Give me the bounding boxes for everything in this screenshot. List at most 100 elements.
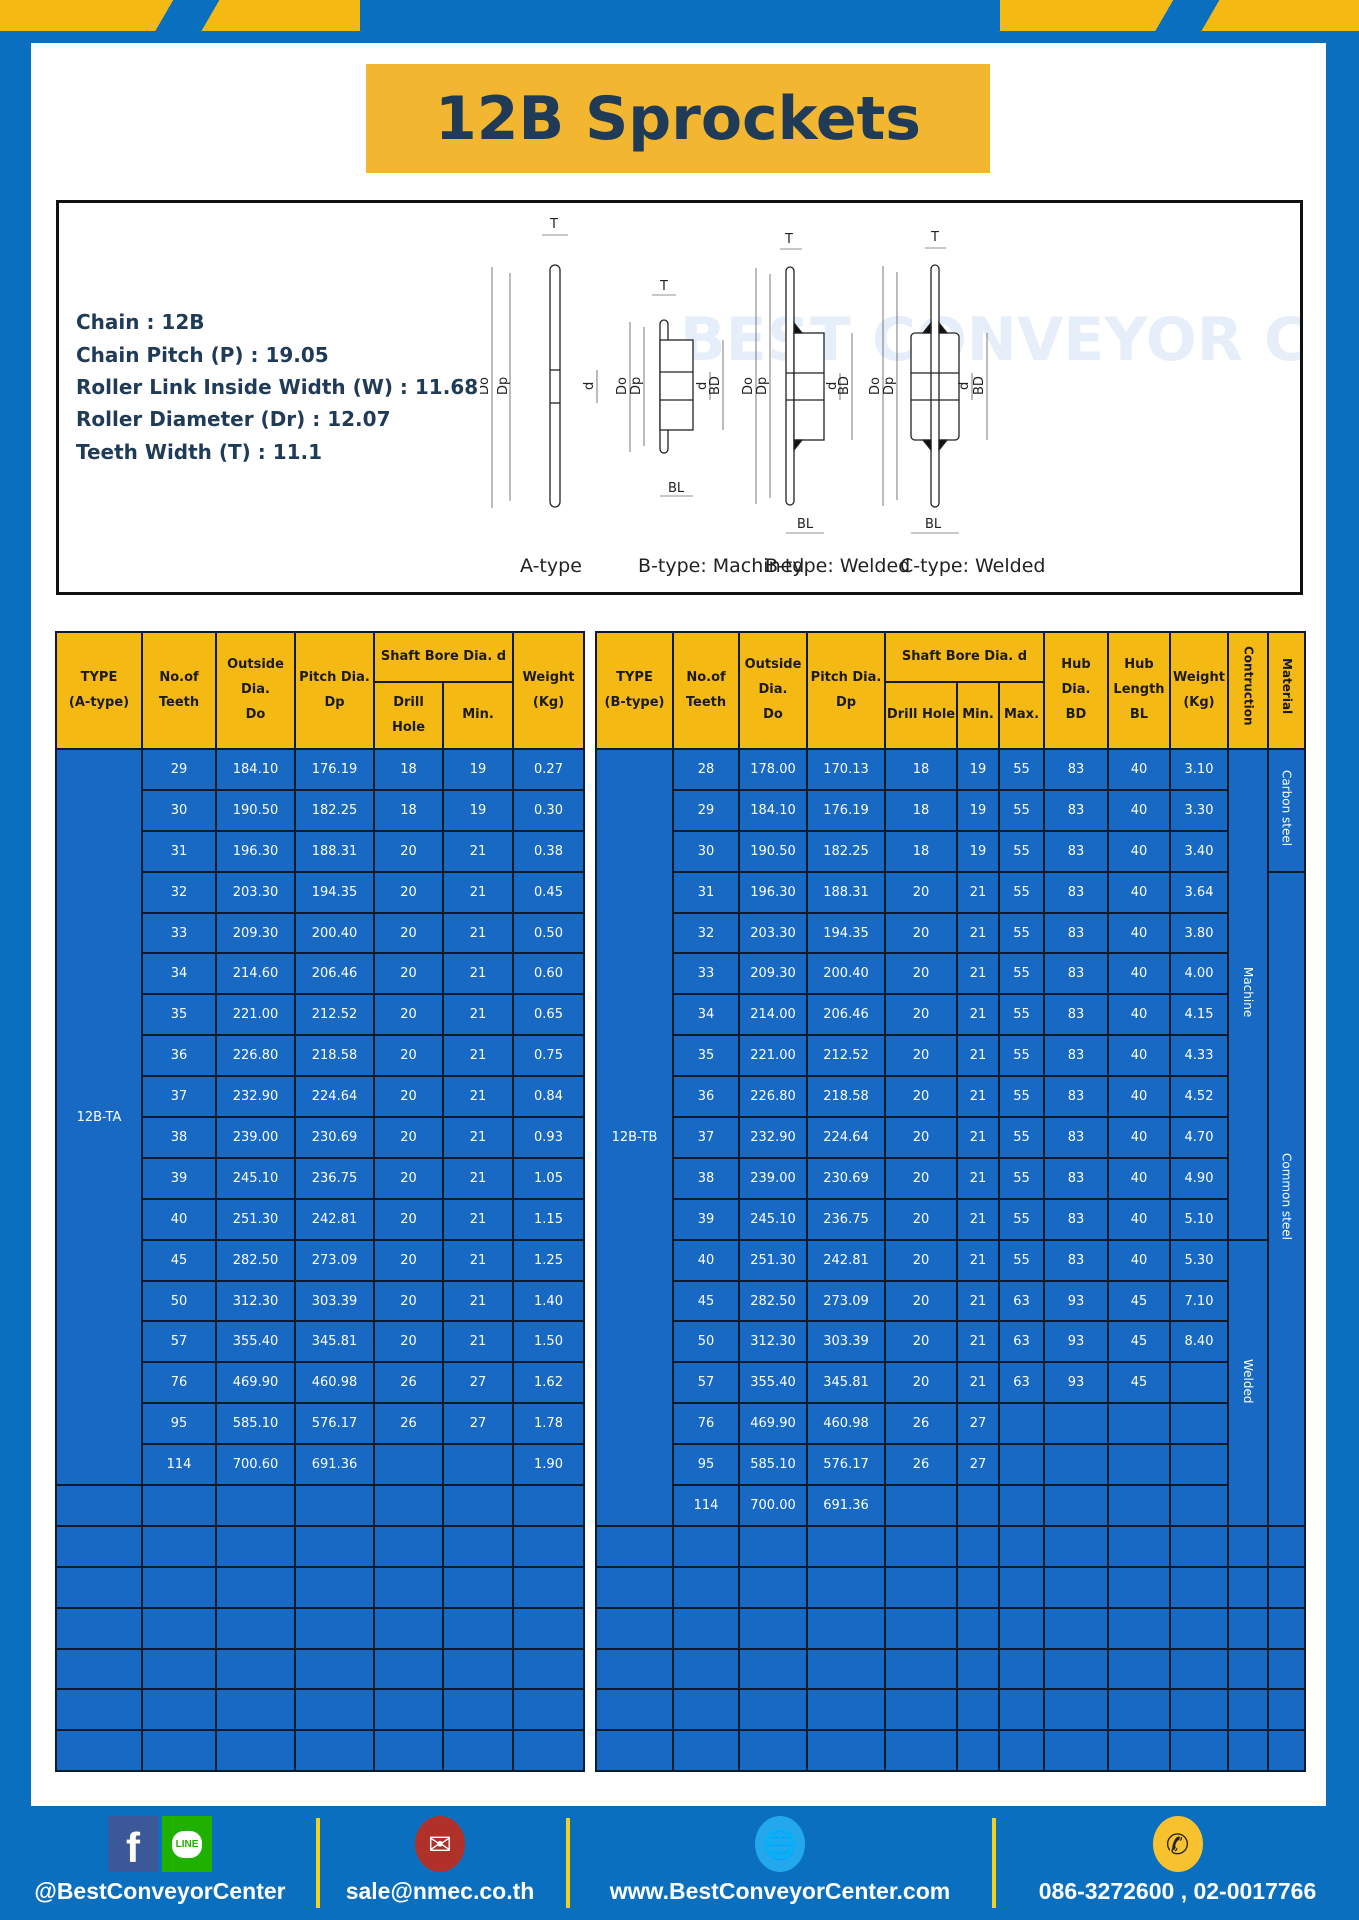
header-min: Min.: [956, 681, 1000, 750]
construction-machine-label: Machine: [1241, 967, 1255, 1018]
top-stripe-right: [1000, 0, 1359, 31]
data-cell: 1.62: [512, 1361, 586, 1405]
data-cell: [141, 1565, 217, 1609]
table-row: 30 190.50 182.25 18 19 55 83 40 3.40: [596, 829, 1305, 873]
table-row: 40 251.30 242.81 20 21 55 83 40 5.30 Welded: [596, 1238, 1305, 1527]
spec-chain-pitch: Chain Pitch (P) : 19.05: [76, 343, 329, 367]
data-cell: [512, 1729, 586, 1773]
data-cell: 236.75: [294, 1156, 375, 1200]
empty-cell: [1227, 1688, 1269, 1732]
table-row: 35 221.00 212.52 20 21 55 83 40 4.33: [596, 1034, 1305, 1078]
data-cell: [215, 1688, 296, 1732]
data-cell: 55: [998, 1116, 1045, 1159]
email-link[interactable]: sale@nmec.co.th: [345, 1878, 535, 1904]
data-cell: 55: [998, 952, 1045, 996]
data-cell: 20: [373, 952, 444, 996]
data-cell: [998, 1524, 1045, 1568]
data-cell: 20: [884, 993, 958, 1037]
data-cell: 83: [1043, 1156, 1109, 1200]
table-row: 34 214.00 206.46 20 21 55 83 40 4.15: [596, 993, 1305, 1037]
data-cell: 200.40: [294, 911, 375, 955]
data-cell: 20: [373, 870, 444, 914]
data-cell: 20: [884, 1197, 958, 1241]
data-cell: [441, 1565, 515, 1609]
phone-numbers[interactable]: 086-3272600 , 02-0017766: [1038, 1878, 1317, 1904]
data-cell: [441, 1484, 515, 1527]
data-cell: 212.52: [294, 993, 375, 1037]
data-cell: 40: [1107, 1116, 1171, 1159]
data-cell: 21: [441, 952, 515, 996]
table-row: 76 469.90 460.98 26 27: [596, 1402, 1305, 1446]
table-row: 39 245.10 236.75 20 21 1.05: [56, 1156, 586, 1200]
caption-b-type-welded: B-type: Welded: [765, 555, 910, 577]
data-cell: [884, 1484, 958, 1527]
footer-email[interactable]: ✉ sale@nmec.co.th: [330, 1816, 550, 1905]
data-cell: 230.69: [806, 1156, 886, 1200]
data-cell: 585.10: [738, 1443, 808, 1487]
data-cell: 203.30: [215, 870, 296, 914]
data-cell: 26: [884, 1443, 958, 1487]
data-cell: 20: [884, 1116, 958, 1159]
empty-cell: [595, 1565, 674, 1609]
footer-social[interactable]: f LINE @BestConveyorCenter: [20, 1816, 300, 1905]
social-handle[interactable]: @BestConveyorCenter: [34, 1878, 286, 1904]
empty-cell: [55, 1565, 143, 1609]
data-cell: 55: [998, 1075, 1045, 1119]
data-cell: 20: [373, 1156, 444, 1200]
data-cell: 21: [441, 1279, 515, 1323]
data-cell: [1043, 1688, 1109, 1732]
table-row: 37 232.90 224.64 20 21 55 83 40 4.70: [596, 1116, 1305, 1159]
facebook-icon[interactable]: f: [108, 1816, 158, 1872]
data-cell: [141, 1729, 217, 1773]
data-cell: 5.10: [1169, 1197, 1229, 1241]
page-title: 12B Sprockets: [366, 64, 990, 173]
footer-website[interactable]: 🌐 www.BestConveyorCenter.com: [580, 1816, 980, 1905]
data-cell: 29: [141, 748, 217, 791]
data-cell: [738, 1606, 808, 1650]
empty-row: [55, 1484, 586, 1527]
data-cell: 4.33: [1169, 1034, 1229, 1078]
table-row: 50 312.30 303.39 20 21 63 93 45 8.40: [596, 1320, 1305, 1364]
data-cell: 19: [956, 788, 1000, 832]
data-cell: [141, 1647, 217, 1691]
data-cell: 3.40: [1169, 829, 1229, 873]
line-icon[interactable]: LINE: [162, 1816, 212, 1872]
data-cell: 18: [884, 748, 958, 791]
data-cell: 209.30: [738, 952, 808, 996]
dim-label-dp: Dp: [882, 377, 897, 395]
data-cell: [1169, 1647, 1229, 1691]
data-cell: 8.40: [1169, 1320, 1229, 1364]
table-row: 32 203.30 194.35 20 21 0.45: [56, 870, 586, 914]
header-weight-label: Weight (Kg): [1173, 669, 1225, 710]
data-cell: 5.30: [1169, 1238, 1229, 1282]
dim-label-do: Do: [480, 377, 492, 395]
data-cell: 35: [672, 1034, 740, 1078]
data-cell: 20: [884, 1238, 958, 1282]
dim-label-dp: Dp: [496, 377, 511, 395]
data-cell: 114: [672, 1484, 740, 1527]
empty-cell: [55, 1524, 143, 1568]
empty-cell: [1227, 1729, 1269, 1773]
data-cell: 212.52: [806, 1034, 886, 1078]
data-cell: 32: [672, 911, 740, 955]
data-cell: 40: [1107, 870, 1171, 914]
data-cell: 20: [373, 911, 444, 955]
table-row: 12B-TB 28 178.00 170.13 18 19 55 83 40 3.10 Machin…: [595, 748, 1306, 1527]
data-cell: 93: [1043, 1320, 1109, 1364]
data-cell: 312.30: [215, 1279, 296, 1323]
data-cell: 27: [956, 1443, 1000, 1487]
website-link[interactable]: www.BestConveyorCenter.com: [609, 1878, 951, 1904]
data-cell: 34: [672, 993, 740, 1037]
data-cell: [1107, 1729, 1171, 1773]
data-cell: 32: [141, 870, 217, 914]
data-cell: 469.90: [738, 1402, 808, 1446]
header-bd-label: Hub Dia. BD: [1061, 657, 1091, 722]
data-cell: [672, 1688, 740, 1732]
data-cell: 206.46: [806, 993, 886, 1037]
dim-label-d: d: [695, 382, 710, 390]
data-cell: [672, 1606, 740, 1650]
data-cell: 40: [1107, 1034, 1171, 1078]
data-cell: 221.00: [738, 1034, 808, 1078]
data-cell: [738, 1688, 808, 1732]
footer-phone[interactable]: ✆ 086-3272600 , 02-0017766: [1005, 1816, 1350, 1905]
